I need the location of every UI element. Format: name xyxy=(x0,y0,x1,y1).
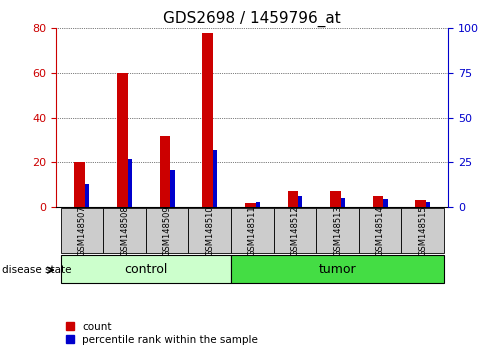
Bar xyxy=(245,202,256,207)
Bar xyxy=(416,200,426,207)
Bar xyxy=(146,208,189,253)
Bar xyxy=(426,202,430,207)
Bar xyxy=(202,33,213,207)
Text: GSM148510: GSM148510 xyxy=(205,205,214,256)
Bar xyxy=(256,202,260,207)
Text: GSM148514: GSM148514 xyxy=(376,205,385,256)
Bar xyxy=(330,192,341,207)
Bar xyxy=(85,184,89,207)
Bar xyxy=(401,208,444,253)
Bar xyxy=(171,170,174,207)
Bar xyxy=(160,136,171,207)
Text: GSM148507: GSM148507 xyxy=(77,205,86,256)
Title: GDS2698 / 1459796_at: GDS2698 / 1459796_at xyxy=(164,11,341,27)
Text: control: control xyxy=(124,263,168,275)
Text: tumor: tumor xyxy=(319,263,356,275)
Bar xyxy=(341,198,345,207)
Bar xyxy=(74,162,85,207)
Text: GSM148512: GSM148512 xyxy=(291,205,299,256)
Text: GSM148509: GSM148509 xyxy=(163,205,172,256)
Bar xyxy=(231,208,273,253)
Bar xyxy=(128,159,132,207)
Bar xyxy=(61,208,103,253)
Text: GSM148515: GSM148515 xyxy=(418,205,427,256)
Bar xyxy=(103,208,146,253)
Bar xyxy=(316,208,359,253)
Bar xyxy=(383,199,388,207)
Bar xyxy=(373,196,383,207)
Text: disease state: disease state xyxy=(2,265,72,275)
Text: GSM148508: GSM148508 xyxy=(120,205,129,256)
Bar xyxy=(273,208,316,253)
Bar xyxy=(213,150,217,207)
Bar xyxy=(359,208,401,253)
Bar xyxy=(117,73,128,207)
Bar xyxy=(298,196,302,207)
Bar xyxy=(189,208,231,253)
Bar xyxy=(231,255,444,283)
Bar xyxy=(288,192,298,207)
Legend: count, percentile rank within the sample: count, percentile rank within the sample xyxy=(62,317,263,349)
Text: GSM148513: GSM148513 xyxy=(333,205,342,256)
Bar xyxy=(61,255,231,283)
Text: GSM148511: GSM148511 xyxy=(248,205,257,256)
